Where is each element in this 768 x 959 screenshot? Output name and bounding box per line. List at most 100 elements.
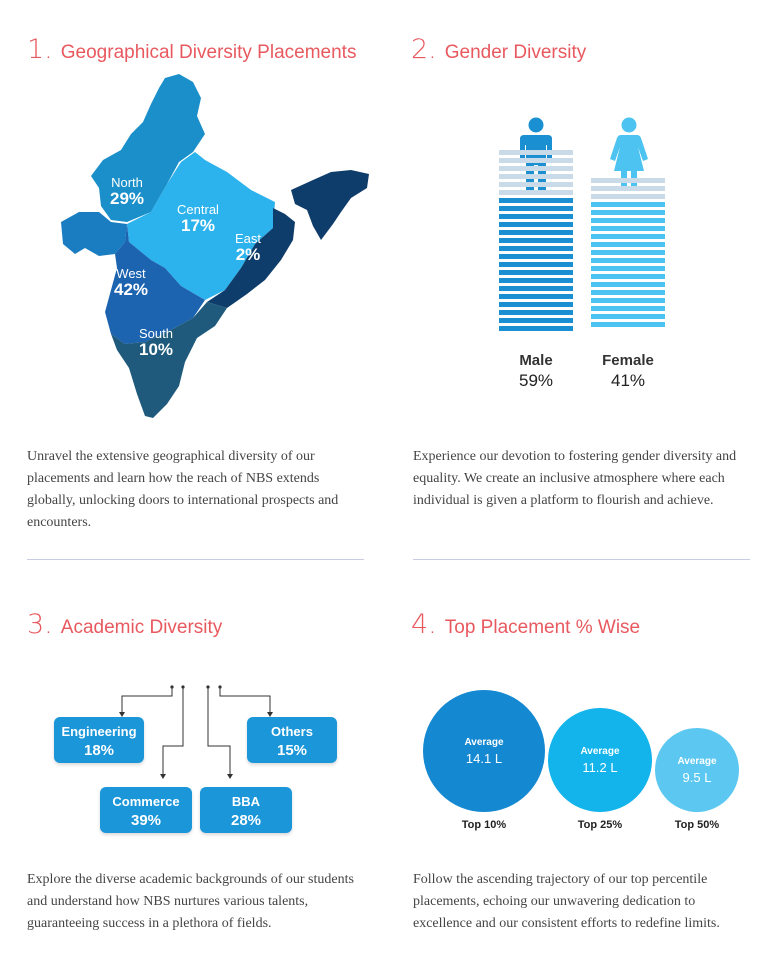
placement-section-title: 4. Top Placement % Wise: [411, 609, 640, 640]
female-stripe: [591, 250, 665, 255]
male-legend: Male 59%: [491, 352, 581, 391]
female-stripe: [591, 226, 665, 231]
map-region-central: [127, 152, 275, 300]
south-value: 10%: [138, 339, 174, 359]
male-stripe: [499, 214, 573, 219]
map-region-north: [91, 74, 205, 222]
female-stripe: [591, 194, 665, 199]
male-stripe: [499, 158, 573, 163]
geo-description: Unravel the extensive geographical diver…: [27, 449, 339, 530]
academic-section-heading: Academic Diversity: [60, 617, 223, 638]
male-stripe: [499, 230, 573, 235]
female-stripe: [591, 242, 665, 247]
map-label-east: East 2%: [228, 232, 268, 263]
map-region-west: [105, 224, 205, 344]
placement-description: Follow the ascending trajectory of our t…: [413, 872, 720, 931]
female-legend: Female 41%: [583, 352, 673, 391]
others-label: Others: [271, 724, 313, 739]
male-stripe: [499, 174, 573, 179]
south-label: South: [139, 326, 173, 341]
male-stripe: [499, 166, 573, 171]
top25-value: 11.2 L: [582, 759, 618, 775]
female-stripe: [591, 210, 665, 215]
academic-section-title: 3. Academic Diversity: [27, 609, 222, 640]
male-stripe: [499, 326, 573, 331]
male-stripe: [499, 302, 573, 307]
others-value: 15%: [276, 742, 308, 759]
engineering-label: Engineering: [61, 724, 137, 739]
female-value: 41%: [610, 371, 646, 390]
top50-value: 9.5 L: [682, 769, 712, 785]
male-stripe: [499, 150, 573, 155]
map-region-east: [207, 208, 295, 308]
gender-section-title: 2. Gender Diversity: [411, 34, 586, 65]
male-stripe: [499, 310, 573, 315]
academic-box-bba: BBA 28%: [200, 787, 292, 833]
female-stripe: [591, 282, 665, 287]
placement-bubble-top10: Average 14.1 L: [423, 690, 545, 812]
female-stripe-bar: [591, 178, 665, 336]
top50-tier-label: Top 50%: [674, 819, 720, 831]
east-value: 2%: [235, 244, 261, 264]
commerce-value: 39%: [130, 812, 162, 829]
male-stripe: [499, 246, 573, 251]
male-stripe: [499, 286, 573, 291]
central-value: 17%: [180, 215, 216, 235]
map-label-west: West 42%: [108, 267, 154, 298]
geo-section-number: 1.: [27, 34, 53, 65]
academic-box-engineering: Engineering 18%: [54, 717, 144, 763]
academic-section-number: 3.: [27, 609, 53, 640]
top10-tier-label: Top 10%: [461, 819, 507, 831]
academic-box-commerce: Commerce 39%: [100, 787, 192, 833]
placement-section-heading: Top Placement % Wise: [444, 617, 641, 638]
map-region-northeast: [291, 170, 369, 240]
top50-average-label: Average: [677, 755, 717, 767]
female-stripe: [591, 202, 665, 207]
male-stripe: [499, 262, 573, 267]
female-stripe: [591, 274, 665, 279]
placement-bubble-top50: Average 9.5 L: [655, 728, 739, 812]
gender-description: Experience our devotion to fostering gen…: [413, 449, 737, 508]
female-stripe: [591, 234, 665, 239]
male-stripe: [499, 254, 573, 259]
west-label: West: [116, 266, 146, 281]
male-stripe: [499, 278, 573, 283]
commerce-label: Commerce: [112, 794, 180, 809]
male-stripe: [499, 294, 573, 299]
academic-box-others: Others 15%: [247, 717, 337, 763]
male-stripe-bar: [499, 150, 573, 336]
geo-section-heading: Geographical Diversity Placements: [60, 42, 357, 63]
bba-value: 28%: [230, 812, 262, 829]
north-value: 29%: [109, 188, 145, 208]
map-label-south: South 10%: [131, 327, 181, 358]
female-stripe: [591, 266, 665, 271]
female-icon: [610, 117, 648, 191]
east-label: East: [234, 231, 261, 246]
divider-left-top: [27, 559, 364, 560]
female-stripe: [591, 290, 665, 295]
male-stripe: [499, 198, 573, 203]
top25-average-label: Average: [580, 745, 620, 757]
female-stripe: [591, 258, 665, 263]
male-stripe: [499, 182, 573, 187]
female-stripe: [591, 322, 665, 327]
divider-right-top: [413, 559, 750, 560]
west-value: 42%: [113, 279, 149, 299]
top10-value: 14.1 L: [465, 750, 503, 766]
gender-section-heading: Gender Diversity: [444, 42, 587, 63]
female-stripe: [591, 306, 665, 311]
male-stripe: [499, 270, 573, 275]
female-label: Female: [602, 352, 654, 369]
central-label: Central: [177, 202, 219, 217]
female-stripe: [591, 218, 665, 223]
male-stripe: [499, 190, 573, 195]
male-stripe: [499, 206, 573, 211]
top10-average-label: Average: [464, 736, 504, 748]
map-label-north: North 29%: [104, 176, 150, 207]
female-stripe: [591, 314, 665, 319]
male-value: 59%: [518, 371, 554, 390]
india-map: [61, 74, 369, 418]
geo-section-title: 1. Geographical Diversity Placements: [27, 34, 356, 65]
map-label-central: Central 17%: [172, 203, 224, 234]
placement-bubble-top25: Average 11.2 L: [548, 708, 652, 812]
